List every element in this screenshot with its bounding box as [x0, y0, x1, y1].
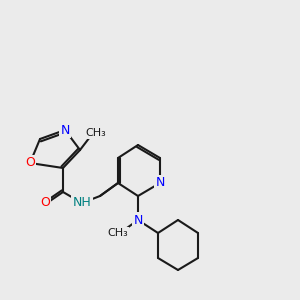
Text: CH₃: CH₃ — [108, 228, 128, 238]
Text: CH₃: CH₃ — [85, 128, 106, 138]
Text: O: O — [40, 196, 50, 209]
Text: N: N — [60, 124, 70, 136]
Text: NH: NH — [73, 196, 92, 209]
Text: N: N — [133, 214, 143, 226]
Text: N: N — [155, 176, 165, 190]
Text: O: O — [25, 157, 35, 169]
